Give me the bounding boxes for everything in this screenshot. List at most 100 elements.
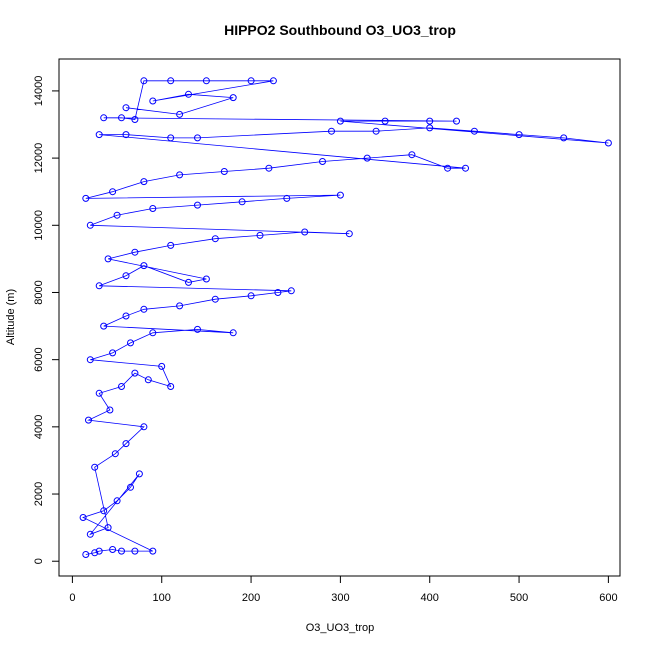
y-tick-label: 4000	[33, 415, 45, 439]
data-point	[336, 191, 344, 199]
data-point	[113, 211, 121, 219]
data-point	[604, 139, 612, 147]
data-point	[167, 134, 175, 142]
data-point	[381, 117, 389, 125]
data-point	[238, 198, 246, 206]
data-point	[176, 171, 184, 179]
data-point	[202, 275, 210, 283]
data-point	[122, 131, 130, 139]
data-point	[118, 114, 125, 122]
data-point	[135, 470, 143, 478]
data-point	[444, 164, 452, 172]
data-point	[122, 272, 130, 280]
data-point	[131, 369, 139, 377]
x-tick-label: 200	[242, 592, 260, 604]
data-point	[106, 406, 114, 414]
x-tick-label: 400	[421, 592, 439, 604]
y-tick-label: 14000	[33, 76, 45, 107]
y-tick-label: 6000	[33, 347, 45, 371]
data-point	[149, 97, 157, 105]
data-point	[202, 77, 210, 85]
data-point	[265, 164, 273, 172]
data-series	[79, 77, 612, 558]
data-point	[301, 228, 309, 236]
data-point	[131, 547, 139, 555]
data-point	[122, 440, 130, 448]
data-point	[211, 235, 219, 243]
data-point	[104, 255, 112, 263]
x-tick-label: 100	[153, 592, 171, 604]
data-point	[470, 127, 478, 135]
data-point	[229, 329, 237, 337]
data-point	[86, 221, 94, 229]
data-point	[111, 450, 119, 458]
data-point	[144, 376, 152, 384]
data-point	[229, 94, 237, 102]
data-point	[426, 124, 434, 132]
y-tick-label: 2000	[33, 482, 45, 506]
x-axis-label: O3_UO3_trop	[306, 622, 374, 634]
data-point	[113, 497, 121, 505]
data-point	[91, 463, 99, 471]
data-point	[167, 241, 175, 249]
y-tick-label: 12000	[33, 143, 45, 174]
data-point	[79, 514, 87, 521]
data-point	[426, 117, 434, 125]
data-point	[85, 416, 92, 424]
data-point	[109, 349, 117, 357]
data-point	[109, 546, 117, 553]
y-tick-label: 0	[33, 558, 45, 564]
data-point	[104, 524, 112, 532]
data-point	[167, 77, 175, 85]
data-point	[86, 356, 94, 364]
data-point	[140, 423, 148, 431]
data-point	[167, 383, 175, 390]
data-point	[127, 339, 134, 347]
data-point	[122, 104, 130, 112]
data-point	[95, 389, 103, 397]
data-point	[176, 302, 184, 310]
data-point	[283, 194, 291, 202]
data-point	[372, 127, 380, 135]
data-point	[185, 90, 192, 98]
data-point	[149, 329, 157, 337]
data-point	[194, 134, 201, 142]
data-point	[274, 289, 282, 296]
y-tick-label: 8000	[33, 280, 45, 304]
data-point	[100, 322, 108, 330]
data-point	[211, 295, 219, 303]
data-point	[247, 292, 255, 300]
x-axis: 0 100 200 300 400 500 600	[69, 575, 618, 604]
data-point	[408, 151, 416, 159]
y-axis-label: Altitude (m)	[5, 289, 17, 345]
data-point	[109, 188, 117, 196]
data-point	[140, 262, 148, 270]
y-tick-label: 10000	[33, 210, 45, 241]
data-point	[122, 312, 130, 320]
data-point	[220, 168, 228, 175]
data-point	[100, 114, 108, 122]
data-point	[515, 131, 523, 139]
data-point	[185, 278, 192, 286]
data-point	[194, 325, 201, 333]
data-point	[91, 549, 99, 557]
x-tick-label: 300	[331, 592, 349, 604]
data-point	[336, 117, 344, 125]
data-point	[363, 154, 371, 162]
data-point	[95, 131, 103, 139]
data-point	[149, 205, 157, 212]
data-point	[194, 201, 201, 209]
data-point	[176, 110, 184, 118]
data-point	[95, 547, 103, 555]
data-point	[462, 164, 469, 172]
x-tick-label: 500	[510, 592, 528, 604]
data-point	[345, 230, 353, 238]
data-point	[140, 77, 148, 85]
data-point	[100, 507, 108, 515]
data-point	[140, 178, 148, 186]
data-point	[140, 305, 148, 313]
data-point	[287, 287, 295, 295]
y-axis: 0 2000 4000 6000 8000 10000 12000 14000	[33, 76, 60, 564]
data-point	[453, 117, 460, 125]
data-point	[127, 483, 134, 491]
